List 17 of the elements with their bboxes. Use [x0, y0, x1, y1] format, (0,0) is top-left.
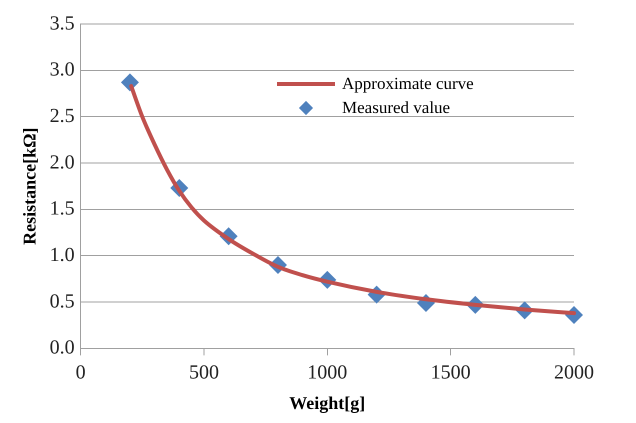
y-tick-label: 3.0	[50, 58, 75, 81]
x-tick-label: 500	[188, 362, 219, 384]
y-tick-label: 3.5	[50, 12, 75, 34]
y-tick-label: 0.5	[50, 290, 75, 312]
y-tick-label: 1.0	[50, 244, 75, 266]
y-axis-title: Resistance[kΩ]	[19, 127, 40, 245]
x-tick-label: 1000	[307, 362, 348, 384]
x-tick-label: 2000	[554, 362, 594, 384]
y-tick-label: 2.0	[50, 151, 75, 174]
y-tick-label: 1.5	[50, 198, 75, 220]
legend-label: Measured value	[342, 98, 450, 118]
y-tick-label: 2.5	[50, 104, 75, 127]
legend-label: Approximate curve	[342, 74, 474, 94]
x-tick-label: 0	[76, 362, 86, 384]
x-tick-label: 1500	[430, 362, 471, 384]
y-tick-label: 0.0	[50, 336, 75, 359]
x-axis-title: Weight[g]	[289, 392, 366, 413]
